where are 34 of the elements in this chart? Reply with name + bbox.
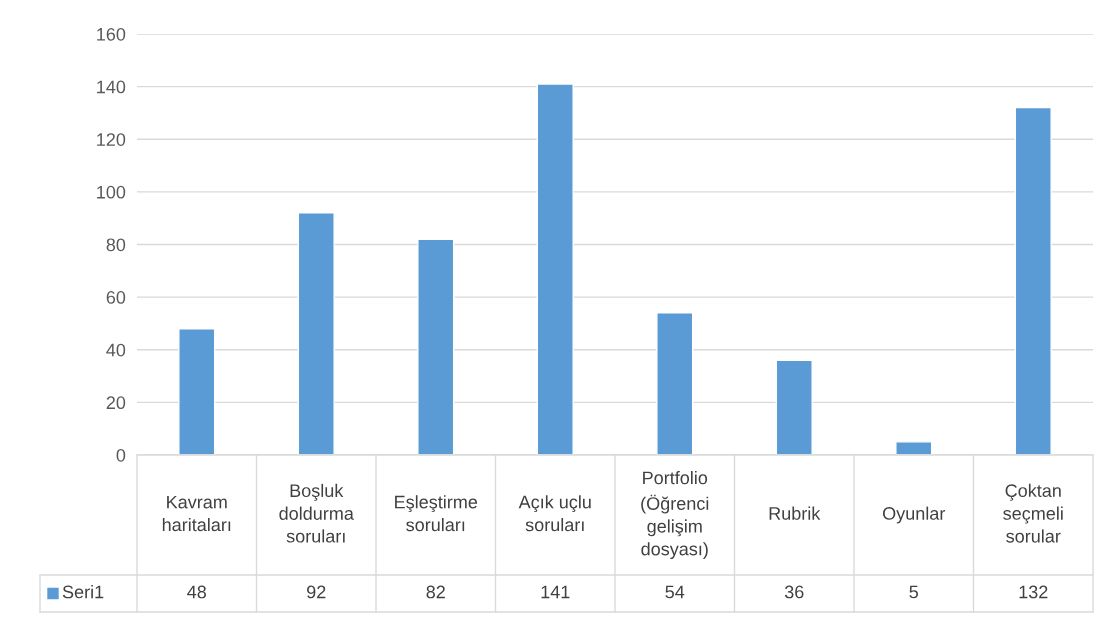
x-tick-label: Açık uçlu soruları — [518, 495, 591, 532]
bar — [775, 359, 813, 455]
data-label: 36 — [784, 585, 804, 599]
x-tick-label: Oyunlar — [883, 506, 946, 524]
x-tick-label: Boşluk doldurma soruları — [279, 483, 354, 543]
data-label: 132 — [1019, 585, 1048, 599]
data-label: 5 — [909, 585, 919, 599]
y-tick-label: 0 — [116, 448, 126, 462]
bar — [297, 212, 335, 455]
bar — [1014, 106, 1052, 455]
y-tick-label: 140 — [97, 80, 126, 94]
x-tick-label: Rubrik — [769, 506, 821, 520]
x-tick-label: Kavram haritaları — [162, 495, 231, 532]
data-label: 54 — [665, 585, 685, 599]
y-tick-label: 20 — [106, 396, 126, 410]
legend-label: Seri1 — [62, 585, 104, 599]
bar — [656, 312, 694, 455]
bar — [178, 328, 216, 455]
data-label: 82 — [426, 585, 445, 599]
x-tick-label: Eşleştirme soruları — [395, 495, 478, 532]
y-tick-label: 100 — [97, 185, 126, 199]
data-label: 141 — [541, 585, 570, 599]
bar — [895, 441, 933, 455]
x-tick-label: Portfolio (Öğrenci gelişim dosyası) — [641, 471, 709, 559]
y-tick-label: 60 — [106, 291, 126, 304]
bar — [417, 238, 455, 455]
y-tick-label: 120 — [97, 133, 126, 146]
data-label: 48 — [187, 585, 207, 599]
y-tick-label: 40 — [106, 343, 126, 357]
x-tick-label: Çoktan seçmeli sorular — [1003, 483, 1063, 543]
data-label: 92 — [307, 585, 326, 599]
y-tick-label: 80 — [106, 238, 126, 252]
y-tick-label: 160 — [97, 27, 126, 41]
bar — [536, 83, 574, 455]
